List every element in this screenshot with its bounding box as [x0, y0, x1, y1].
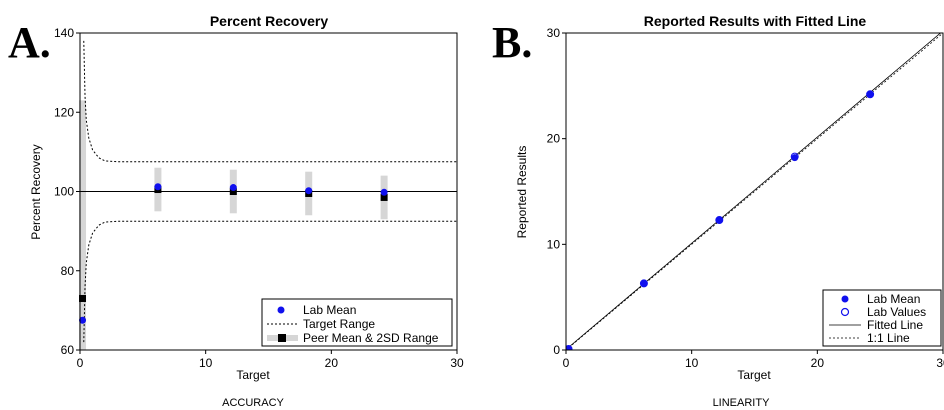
lab-mean-point — [229, 184, 237, 192]
legend-b-lab-mean-marker — [841, 295, 849, 303]
peer-mean-point — [229, 188, 237, 195]
chart-a-xtick-label: 0 — [77, 356, 84, 370]
chart-a-ytick-label: 80 — [61, 264, 75, 278]
lab-mean-point-b — [791, 154, 799, 162]
chart-b-ytick-label: 30 — [547, 26, 561, 40]
lab-mean-point-b — [566, 345, 573, 350]
legend-b-lab-mean-label: Lab Mean — [867, 292, 920, 306]
target-range-lower-line — [83, 220, 457, 343]
legend-peer-mean-marker — [278, 334, 286, 342]
chart-b-title: Reported Results with Fitted Line — [644, 13, 867, 29]
chart-a-xtick-label: 30 — [450, 356, 464, 370]
panel-a-letter: A. — [8, 18, 51, 67]
chart-a-ytick-label: 60 — [61, 343, 75, 357]
chart-b-xtick-label: 0 — [563, 356, 570, 370]
legend-peer-label: Peer Mean & 2SD Range — [303, 331, 439, 345]
peer-mean-point — [79, 294, 87, 302]
chart-b-plot-area — [566, 33, 943, 350]
chart-a-ticks: 0 10 20 30 60 80 100 120 140 — [54, 26, 464, 370]
chart-a-xtick-label: 20 — [325, 356, 339, 370]
chart-b-legend: Lab Mean Lab Values Fitted Line 1:1 Line — [822, 289, 942, 347]
chart-a-ytick-label: 140 — [54, 26, 74, 40]
peer-2sd-range-bar — [79, 100, 87, 350]
chart-a-plot-area — [79, 40, 457, 350]
legend-b-lab-values-label: Lab Values — [867, 305, 926, 319]
chart-b-frame — [565, 32, 944, 351]
legend-lab-mean-label: Lab Mean — [303, 303, 356, 317]
lab-mean-point-b — [866, 90, 874, 98]
panel-b-letter: B. — [492, 18, 532, 67]
chart-a-xtick-label: 10 — [199, 356, 213, 370]
chart-b-ytick-label: 20 — [547, 132, 561, 146]
legend-b-identity-label: 1:1 Line — [867, 331, 910, 345]
chart-b-ytick-label: 10 — [547, 237, 561, 251]
chart-b-ticks: 0 10 20 30 0 10 20 30 — [547, 26, 944, 370]
chart-b-caption: LINEARITY — [713, 397, 771, 409]
chart-b-xtick-label: 10 — [685, 356, 699, 370]
legend-lab-mean-marker — [277, 306, 285, 314]
chart-a-ylabel: Percent Recovery — [29, 144, 43, 239]
lab-mean-point-b — [715, 216, 723, 224]
chart-a-legend: Lab Mean Target Range Peer Mean & 2SD Ra… — [261, 298, 453, 347]
legend-b-fitted-label: Fitted Line — [867, 318, 923, 332]
fitted-line — [566, 33, 942, 350]
peer-mean-point — [380, 193, 388, 201]
lab-mean-point — [380, 188, 388, 196]
chart-b-xtick-label: 20 — [811, 356, 825, 370]
chart-a-caption: ACCURACY — [222, 397, 284, 409]
legend-target-range-label: Target Range — [303, 317, 375, 331]
panel-a: A. Percent Recovery 0 10 20 30 60 80 100 120 140… — [8, 13, 464, 409]
lab-mean-point-b — [640, 279, 648, 287]
lab-mean-point — [154, 183, 162, 191]
chart-b-xlabel: Target — [737, 368, 771, 382]
chart-b-ylabel: Reported Results — [515, 146, 529, 239]
chart-a-title: Percent Recovery — [210, 13, 329, 29]
chart-b-ytick-label: 0 — [553, 343, 560, 357]
target-range-upper-line — [83, 40, 457, 163]
chart-b-xtick-label: 30 — [936, 356, 944, 370]
lab-mean-point — [79, 316, 87, 324]
chart-a-ytick-label: 120 — [54, 105, 74, 119]
chart-a-xlabel: Target — [236, 368, 270, 382]
lab-mean-point — [305, 187, 313, 195]
legend-b-lab-values-marker — [840, 307, 850, 317]
panel-b: B. Reported Results with Fitted Line 0 10… — [492, 13, 944, 409]
chart-a-ytick-label: 100 — [54, 185, 74, 199]
